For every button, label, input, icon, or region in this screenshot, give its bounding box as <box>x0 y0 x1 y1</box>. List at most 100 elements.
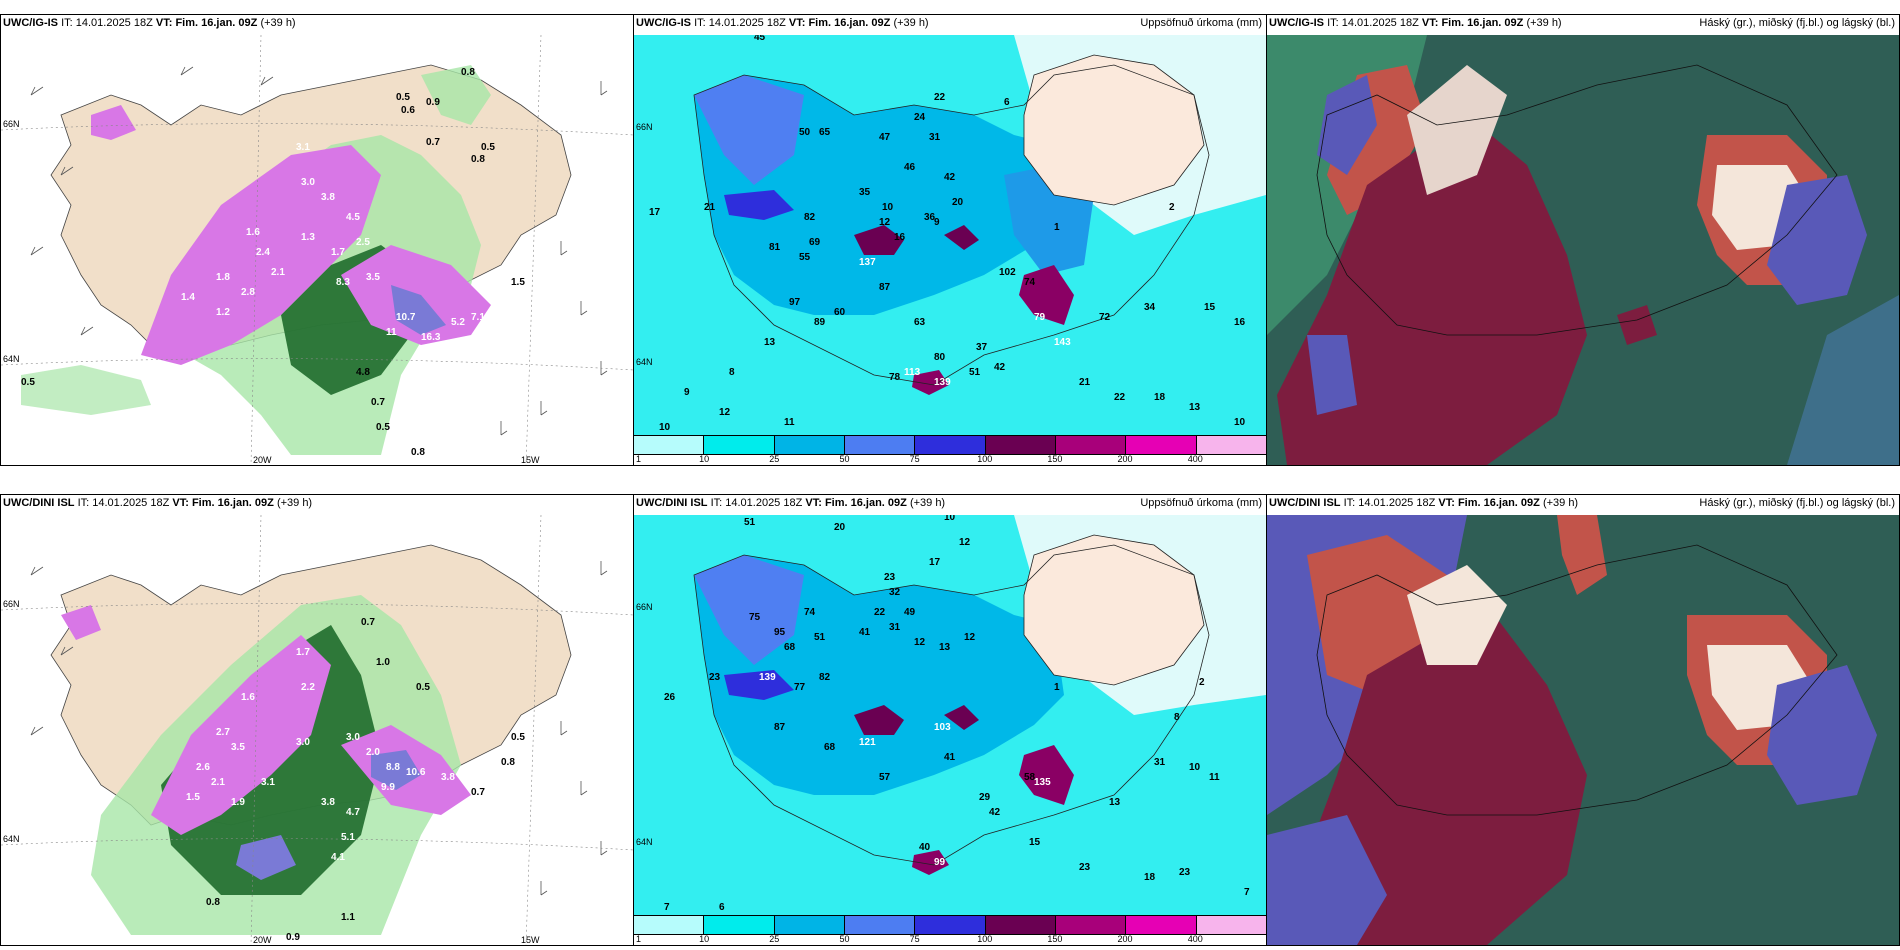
value-label: 3.8 <box>441 772 455 783</box>
colorbar: 1 10 25 50 75 100 150 200 400 <box>634 435 1266 465</box>
value-label: 81 <box>769 242 781 253</box>
panel-header: UWC/DINI ISL IT: 14.01.2025 18Z VT: Fim.… <box>3 497 313 509</box>
colorbar-swatch <box>844 436 916 454</box>
value-label: 23 <box>709 672 721 683</box>
value-label: 60 <box>834 307 846 318</box>
value-label: 12 <box>964 632 976 643</box>
value-label: 2.6 <box>196 762 210 773</box>
map-canvas: 1.6 2.7 3.5 2.6 2.1 1.5 1.9 3.1 3.8 4.7 … <box>1 515 633 945</box>
value-label: 82 <box>819 672 831 683</box>
value-label: 31 <box>1154 757 1166 768</box>
value-label: 3.8 <box>321 192 335 203</box>
panel-header: UWC/DINI ISL IT: 14.01.2025 18Z VT: Fim.… <box>636 497 1262 509</box>
value-label: 32 <box>889 587 901 598</box>
value-label: 0.8 <box>471 154 485 165</box>
colorbar-swatch <box>704 436 775 454</box>
value-label: 50 <box>799 127 811 138</box>
value-label: 22 <box>1114 392 1126 403</box>
colorbar-labels: 1 10 25 50 75 100 150 200 400 <box>634 934 1266 945</box>
value-label: 5.2 <box>451 317 465 328</box>
value-label: 51 <box>814 632 826 643</box>
value-label: 95 <box>774 627 786 638</box>
colorbar-swatches <box>634 915 1266 935</box>
colorbar-swatch <box>985 916 1056 934</box>
value-label: 10.6 <box>406 767 426 778</box>
value-label: 18 <box>1144 872 1156 883</box>
value-label: 10 <box>944 515 956 523</box>
wind-pressure-map-bottom: UWC/DINI ISL IT: 14.01.2025 18Z VT: Fim.… <box>0 494 634 946</box>
value-label: 10 <box>1189 762 1201 773</box>
colorbar-label: 10 <box>699 454 710 464</box>
value-label: 1.5 <box>511 277 525 288</box>
value-label: 23 <box>1179 867 1191 878</box>
colorbar-label: 25 <box>769 454 780 464</box>
lat-label: 66N <box>636 122 653 132</box>
value-label: 7 <box>1244 887 1250 898</box>
panel-header: UWC/IG-IS IT: 14.01.2025 18Z VT: Fim. 16… <box>3 17 296 29</box>
lat-label: 64N <box>3 834 20 844</box>
value-label: 3.5 <box>231 742 245 753</box>
panel-title: Uppsöfnuð úrkoma (mm) <box>1140 497 1262 509</box>
value-label: 97 <box>789 297 801 308</box>
map-svg: 3.1 1.6 1.8 1.4 1.2 2.8 2.1 2.4 1.3 1.7 … <box>1 35 633 465</box>
value-label: 63 <box>914 317 926 328</box>
value-label: 46 <box>904 162 916 173</box>
map-svg: 51 20 10 12 17 23 32 22 49 41 31 12 13 1… <box>634 515 1266 915</box>
value-label: 6 <box>719 902 725 913</box>
map-canvas: 3.1 1.6 1.8 1.4 1.2 2.8 2.1 2.4 1.3 1.7 … <box>1 35 633 465</box>
value-label: 2.4 <box>256 247 270 258</box>
value-label: 34 <box>1144 302 1156 313</box>
colorbar-swatch <box>915 436 986 454</box>
value-label: 13 <box>1109 797 1121 808</box>
value-label: 11 <box>784 417 795 428</box>
value-label: 2.5 <box>356 237 370 248</box>
value-label: 79 <box>1034 312 1046 323</box>
value-label: 9 <box>684 387 690 398</box>
value-label: 21 <box>1079 377 1091 388</box>
value-label: 37 <box>976 342 988 353</box>
value-label: 0.5 <box>416 682 430 693</box>
value-label: 10.7 <box>396 312 416 323</box>
value-label: 3.1 <box>296 142 310 153</box>
value-label: 2.1 <box>271 267 285 278</box>
value-label: 99 <box>934 857 946 868</box>
value-label: 2.7 <box>216 727 230 738</box>
value-label: 22 <box>934 92 946 103</box>
value-label: 102 <box>999 267 1016 278</box>
value-label: 5.1 <box>341 832 355 843</box>
value-label: 121 <box>859 737 876 748</box>
value-label: 41 <box>944 752 956 763</box>
graticule-labels: 66N 64N <box>636 122 653 367</box>
value-label: 4.1 <box>331 852 345 863</box>
value-label: 3.0 <box>301 177 315 188</box>
value-label: 36 <box>924 212 936 223</box>
lat-label: 66N <box>3 119 20 129</box>
lon-label: 20W <box>253 935 272 945</box>
precip-values: 45 50 65 47 24 22 31 46 42 36 20 9 10 12… <box>649 35 1246 433</box>
value-label: 20 <box>952 197 964 208</box>
value-label: 1.4 <box>181 292 195 303</box>
value-label: 15 <box>1204 302 1216 313</box>
value-label: 40 <box>919 842 931 853</box>
colorbar-swatch <box>985 436 1056 454</box>
map-svg <box>1267 35 1899 465</box>
value-label: 42 <box>989 807 1001 818</box>
value-label: 87 <box>879 282 891 293</box>
lat-label: 66N <box>636 602 653 612</box>
colorbar-label: 400 <box>1187 934 1203 944</box>
value-label: 11 <box>386 327 397 338</box>
value-label: 139 <box>934 377 951 388</box>
lat-label: 64N <box>636 837 653 847</box>
value-label: 10 <box>882 202 894 213</box>
value-label: 1.6 <box>246 227 260 238</box>
value-label: 78 <box>889 372 901 383</box>
value-label: 0.9 <box>426 97 440 108</box>
value-label: 82 <box>804 212 816 223</box>
value-label: 68 <box>784 642 796 653</box>
value-label: 29 <box>979 792 991 803</box>
colorbar-label: 100 <box>977 454 993 464</box>
colorbar-label: 150 <box>1047 454 1063 464</box>
value-label: 0.5 <box>376 422 390 433</box>
colorbar-swatch <box>844 916 916 934</box>
colorbar-label: 150 <box>1047 934 1063 944</box>
